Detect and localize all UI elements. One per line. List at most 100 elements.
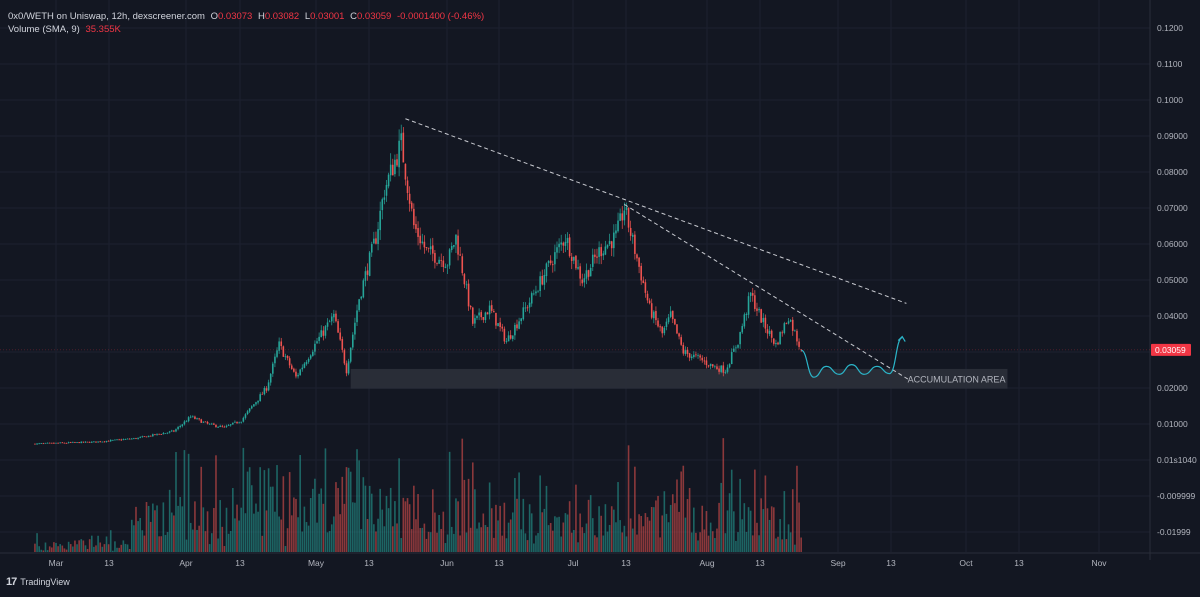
- candle-19: [74, 441, 76, 443]
- candle-171: [394, 154, 396, 177]
- candle-247: [554, 244, 556, 272]
- volume-bar-33: [103, 544, 106, 552]
- volume-bar-65: [170, 512, 173, 552]
- volume-bar-193: [440, 528, 443, 552]
- candle-50: [139, 436, 141, 439]
- candle-108: [261, 391, 264, 395]
- volume-bar-247: [554, 516, 556, 552]
- candle-body: [194, 416, 196, 419]
- candle-73: [187, 416, 190, 423]
- candle-262: [585, 263, 588, 285]
- candle-20: [76, 442, 78, 443]
- volume-bar-342: [754, 469, 756, 552]
- candle-body: [370, 244, 373, 253]
- candle-25: [86, 441, 89, 443]
- candle-body: [423, 241, 426, 248]
- volume-bar-234: [526, 540, 529, 552]
- candle-body: [741, 326, 744, 333]
- candle-96: [236, 421, 238, 424]
- volume-bar-26: [88, 539, 91, 552]
- candle-body: [59, 442, 62, 444]
- candle-114: [274, 353, 276, 368]
- candle-168: [387, 172, 390, 189]
- candle-308: [682, 342, 685, 356]
- volume-bar-274: [610, 506, 613, 552]
- volume-bar-294: [653, 507, 655, 552]
- candle-277: [617, 212, 619, 233]
- candle-205: [465, 280, 468, 290]
- candle-body: [330, 316, 333, 322]
- volume-bar-54: [147, 505, 150, 552]
- volume-bar-222: [501, 535, 504, 552]
- candle-body: [471, 307, 474, 324]
- volume-bar-313: [693, 507, 695, 552]
- candle-67: [175, 428, 177, 433]
- candle-158: [366, 263, 369, 281]
- candle-body: [364, 271, 367, 281]
- candle-body: [44, 442, 47, 444]
- candle-38: [114, 439, 116, 441]
- candle-256: [573, 256, 575, 265]
- volume-bar-130: [307, 525, 310, 552]
- volume-bar-210: [476, 528, 478, 552]
- volume-bar-237: [533, 543, 535, 552]
- candle-155: [360, 295, 363, 301]
- price-tick-11: 0.01000: [1157, 419, 1188, 429]
- candle-body: [57, 442, 59, 444]
- volume-bar-262: [585, 523, 588, 552]
- footer-brand[interactable]: 17 TradingView: [6, 576, 70, 588]
- candle-199: [453, 244, 455, 249]
- volume-bar-32: [101, 546, 104, 552]
- volume-bar-117: [280, 519, 283, 552]
- candle-333: [735, 345, 737, 353]
- volume-bar-217: [490, 508, 493, 552]
- candle-148: [345, 360, 348, 377]
- candle-body: [299, 369, 301, 376]
- candle-body: [570, 256, 573, 261]
- volume-bar-319: [705, 511, 708, 552]
- volume-bar-309: [684, 517, 687, 552]
- volume-bar-314: [695, 532, 697, 552]
- candle-body: [406, 180, 409, 193]
- volume-label[interactable]: Volume (SMA, 9): [8, 24, 80, 35]
- candle-body: [796, 330, 798, 342]
- candle-body: [749, 292, 752, 296]
- candle-56: [152, 433, 154, 437]
- candle-body: [322, 330, 325, 336]
- candle-338: [745, 312, 748, 321]
- candle-body: [783, 323, 786, 333]
- candle-body: [341, 339, 344, 350]
- volume-bar-260: [581, 527, 584, 552]
- candle-288: [640, 262, 642, 285]
- candle-body: [509, 335, 512, 339]
- candle-286: [636, 253, 638, 262]
- current-price-label: 0.03059: [1155, 345, 1186, 355]
- volume-bar-285: [634, 466, 636, 552]
- volume-bar-29: [95, 545, 97, 552]
- candle-body: [189, 416, 192, 418]
- candle-body: [301, 367, 304, 370]
- symbol-title[interactable]: 0x0/WETH on Uniswap, 12h, dexscreener.co…: [8, 11, 205, 22]
- volume-bar-204: [463, 479, 466, 552]
- volume-bar-43: [124, 543, 127, 552]
- candle-body: [303, 363, 306, 368]
- volume-bar-256: [573, 529, 575, 552]
- volume-bar-320: [707, 535, 710, 552]
- volume-bar-129: [305, 522, 308, 552]
- volume-bar-53: [145, 502, 148, 552]
- volume-bar-239: [537, 533, 539, 552]
- candle-361: [794, 329, 796, 332]
- candle-body: [290, 365, 293, 369]
- volume-bar-108: [261, 535, 264, 552]
- volume-bar-156: [362, 477, 365, 552]
- candle-184: [421, 233, 424, 245]
- candle-33: [103, 441, 106, 443]
- candle-body: [297, 374, 299, 377]
- volume-bar-155: [360, 529, 363, 552]
- candle-55: [149, 435, 152, 437]
- candle-body: [65, 443, 68, 444]
- volume-bar-100: [244, 513, 247, 552]
- volume-bar-183: [419, 528, 421, 552]
